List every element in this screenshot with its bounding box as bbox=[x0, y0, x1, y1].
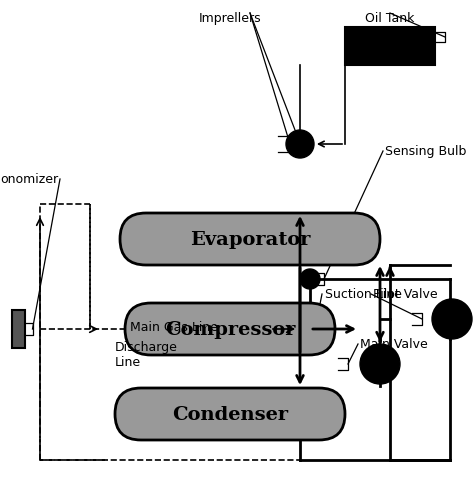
Text: onomizer: onomizer bbox=[0, 173, 58, 186]
Text: Discharge
Line: Discharge Line bbox=[115, 340, 178, 368]
FancyBboxPatch shape bbox=[125, 303, 335, 355]
Circle shape bbox=[360, 344, 400, 384]
Text: Suction Line: Suction Line bbox=[325, 288, 402, 301]
FancyBboxPatch shape bbox=[115, 388, 345, 440]
Bar bbox=[345, 28, 435, 66]
Circle shape bbox=[286, 131, 314, 159]
Text: Condenser: Condenser bbox=[172, 405, 288, 423]
Circle shape bbox=[300, 270, 320, 289]
Circle shape bbox=[432, 300, 472, 339]
FancyBboxPatch shape bbox=[120, 213, 380, 265]
Text: Main Gas Line: Main Gas Line bbox=[130, 321, 218, 334]
Text: Imprellers: Imprellers bbox=[199, 12, 261, 25]
Text: Oil Tank: Oil Tank bbox=[365, 12, 415, 25]
Bar bbox=[11, 310, 25, 348]
Text: Sensing Bulb: Sensing Bulb bbox=[385, 145, 466, 158]
Text: Evaporator: Evaporator bbox=[190, 230, 310, 248]
Text: Pilot Valve: Pilot Valve bbox=[373, 288, 438, 301]
Text: Compressor: Compressor bbox=[165, 320, 295, 338]
Text: Main Valve: Main Valve bbox=[360, 338, 428, 351]
